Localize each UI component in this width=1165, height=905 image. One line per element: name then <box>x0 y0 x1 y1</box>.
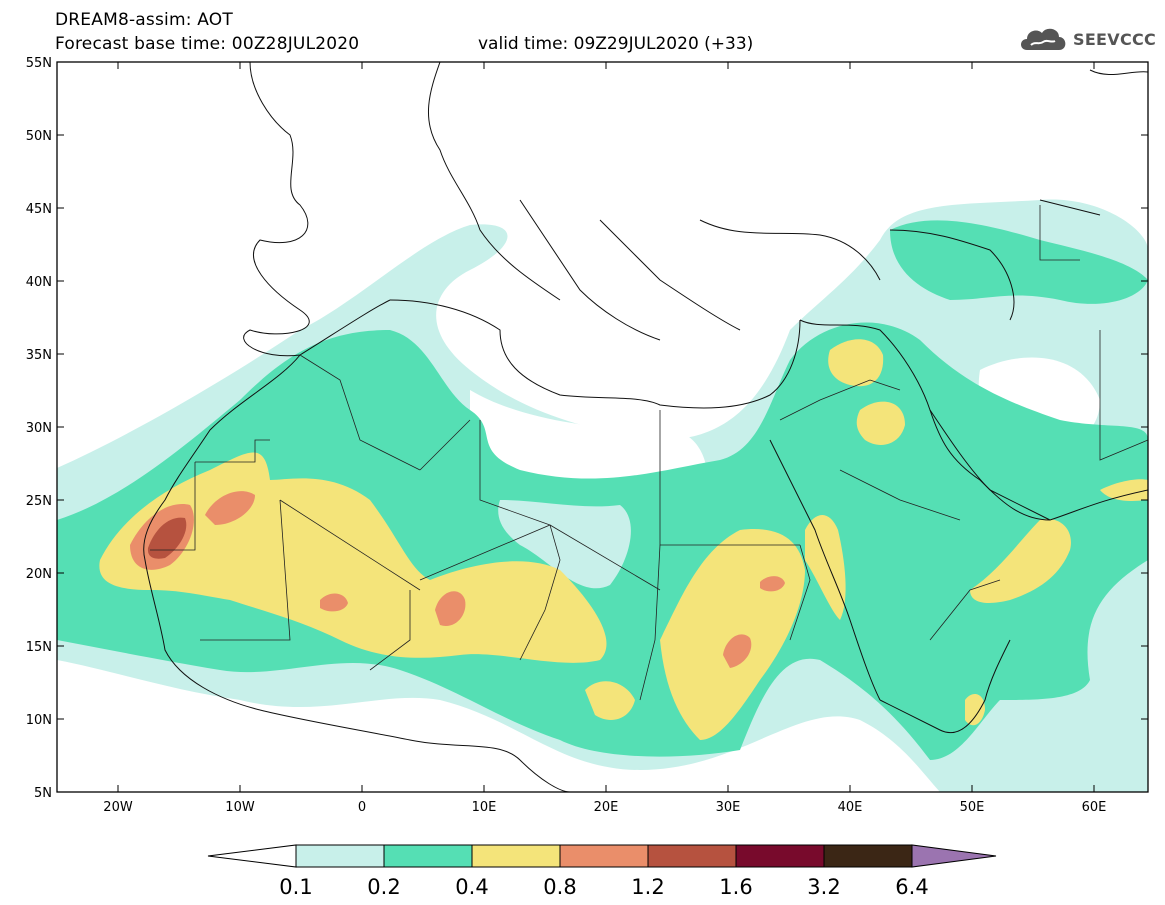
aot-band-0.4-somalia <box>965 694 985 726</box>
lon-tick-label: 30E <box>716 800 741 815</box>
lat-tick-label: 30N <box>26 421 52 436</box>
lon-tick-label: 10W <box>225 800 255 815</box>
map-fields <box>57 62 1148 792</box>
colorbar-cell <box>383 844 473 868</box>
aot-band-0.4-gulf <box>856 401 905 445</box>
aot-band-0.4-iraq <box>828 339 884 387</box>
cloud-icon <box>1021 28 1066 50</box>
aot-band-0.8-sudan-2 <box>760 576 785 592</box>
latitude-ticks: 55N 50N 45N 40N 35N 30N 25N 20N 15N 10N 5N <box>26 56 1148 801</box>
lon-tick-label: 10E <box>472 800 497 815</box>
colorbar-label: 0.2 <box>367 875 400 899</box>
aot-band-0.4-redsea <box>805 515 846 620</box>
logo-text: SEEVCCC <box>1073 29 1157 49</box>
colorbar-labels: 0.1 0.2 0.4 0.8 1.2 1.6 3.2 6.4 <box>279 875 928 899</box>
lat-tick-label: 45N <box>26 202 52 217</box>
longitude-ticks: 20W 10W 0 10E 20E 30E 40E 50E 60E <box>103 62 1106 815</box>
colorbar-label: 0.8 <box>543 875 576 899</box>
colorbar-cells <box>207 844 997 868</box>
aot-band-0.8-mauritania-2 <box>205 491 255 525</box>
lon-tick-label: 20W <box>103 800 133 815</box>
aot-band-0.8-niger <box>435 591 466 626</box>
colorbar-label: 1.2 <box>631 875 664 899</box>
country-borders <box>150 205 1148 701</box>
lon-tick-label: 0 <box>358 800 366 815</box>
lon-tick-label: 50E <box>960 800 985 815</box>
colorbar-label: 0.4 <box>455 875 488 899</box>
seevccc-logo: SEEVCCC <box>1017 24 1156 54</box>
colorbar-label: 3.2 <box>807 875 840 899</box>
lat-tick-label: 20N <box>26 567 52 582</box>
valid-time: valid time: 09Z29JUL2020 (+33) <box>478 34 754 54</box>
aot-band-0.4-pakistan <box>1100 479 1148 501</box>
lat-tick-label: 55N <box>26 56 52 71</box>
aot-band-0.8-mali <box>320 593 348 612</box>
forecast-base-time: Forecast base time: 00Z28JUL2020 <box>55 34 360 54</box>
colorbar-left-arrow <box>207 844 297 868</box>
colorbar-label: 6.4 <box>895 875 928 899</box>
colorbar-right-arrow <box>911 844 997 868</box>
lat-tick-label: 40N <box>26 275 52 290</box>
colorbar-cell <box>295 844 385 868</box>
lat-tick-label: 10N <box>26 713 52 728</box>
colorbar-cell <box>647 844 737 868</box>
aot-band-1.2 <box>147 517 187 559</box>
aot-band-0.8-sudan <box>723 634 752 668</box>
map-title: DREAM8-assim: AOT <box>55 10 233 30</box>
colorbar-cell <box>823 844 913 868</box>
colorbar-label: 1.6 <box>719 875 752 899</box>
aot-band-0.2-caspian <box>890 220 1148 304</box>
lat-tick-label: 5N <box>34 786 52 801</box>
lat-tick-label: 25N <box>26 494 52 509</box>
colorbar-label: 0.1 <box>279 875 312 899</box>
lat-tick-label: 35N <box>26 348 52 363</box>
lat-tick-label: 15N <box>26 640 52 655</box>
lon-tick-label: 20E <box>594 800 619 815</box>
colorbar-cell <box>471 844 561 868</box>
colorbar-cell <box>735 844 825 868</box>
lon-tick-label: 60E <box>1082 800 1107 815</box>
coastlines <box>143 62 1148 792</box>
clear-area-libya <box>498 500 631 589</box>
lat-tick-label: 50N <box>26 129 52 144</box>
lon-tick-label: 40E <box>838 800 863 815</box>
aot-band-0.4-sudan <box>585 681 635 720</box>
colorbar-cell <box>559 844 649 868</box>
